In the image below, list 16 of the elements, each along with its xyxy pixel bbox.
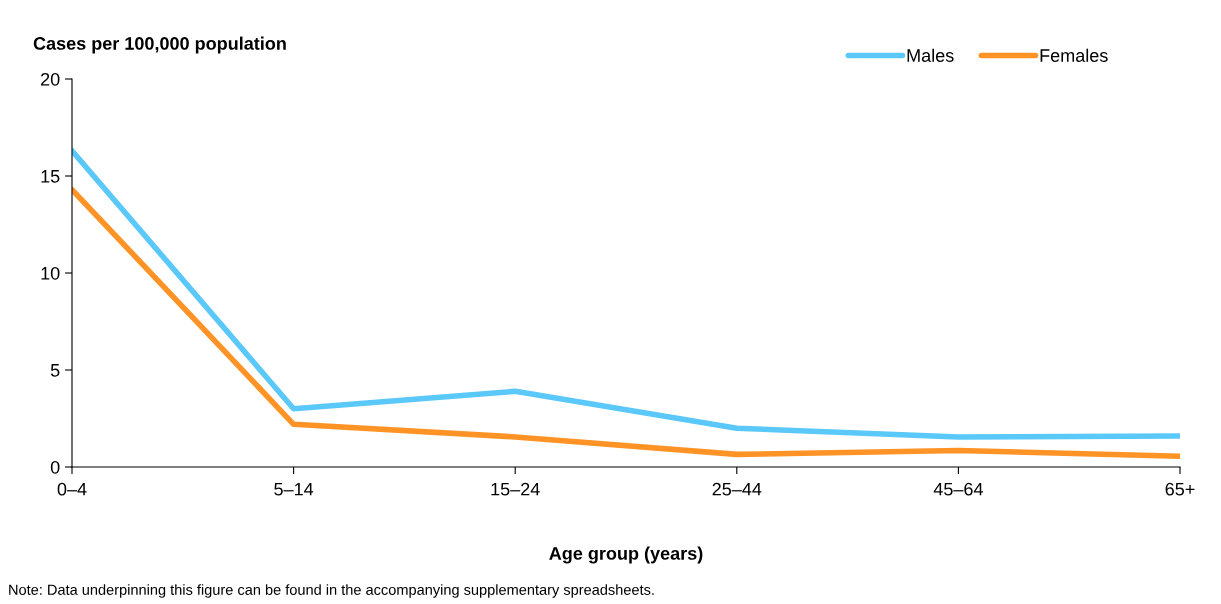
x-tick-label: 0–4 xyxy=(57,482,87,496)
x-tick-label: 45–64 xyxy=(933,482,983,496)
y-tick-label: 15 xyxy=(41,170,60,183)
x-axis-title: Age group (years) xyxy=(549,546,703,564)
x-tick-label: 5–14 xyxy=(274,482,314,496)
y-tick-label: 5 xyxy=(50,364,60,377)
x-tick-label: 15–24 xyxy=(491,482,540,496)
legend-label: Males xyxy=(907,48,954,62)
legend-label: Females xyxy=(1040,48,1108,62)
x-tick-label: 65+ xyxy=(1165,482,1195,496)
y-tick-label: 0 xyxy=(50,460,60,474)
text: Note: Data underpinning this figure can be found in the accompanying supplementary spreadsheets. xyxy=(9,584,654,598)
y-tick-label: 10 xyxy=(41,266,60,280)
y-tick-label: 20 xyxy=(41,72,60,86)
y-axis-title: Cases per 100,000 population xyxy=(33,36,286,54)
x-tick-label: 25–44 xyxy=(712,482,762,496)
